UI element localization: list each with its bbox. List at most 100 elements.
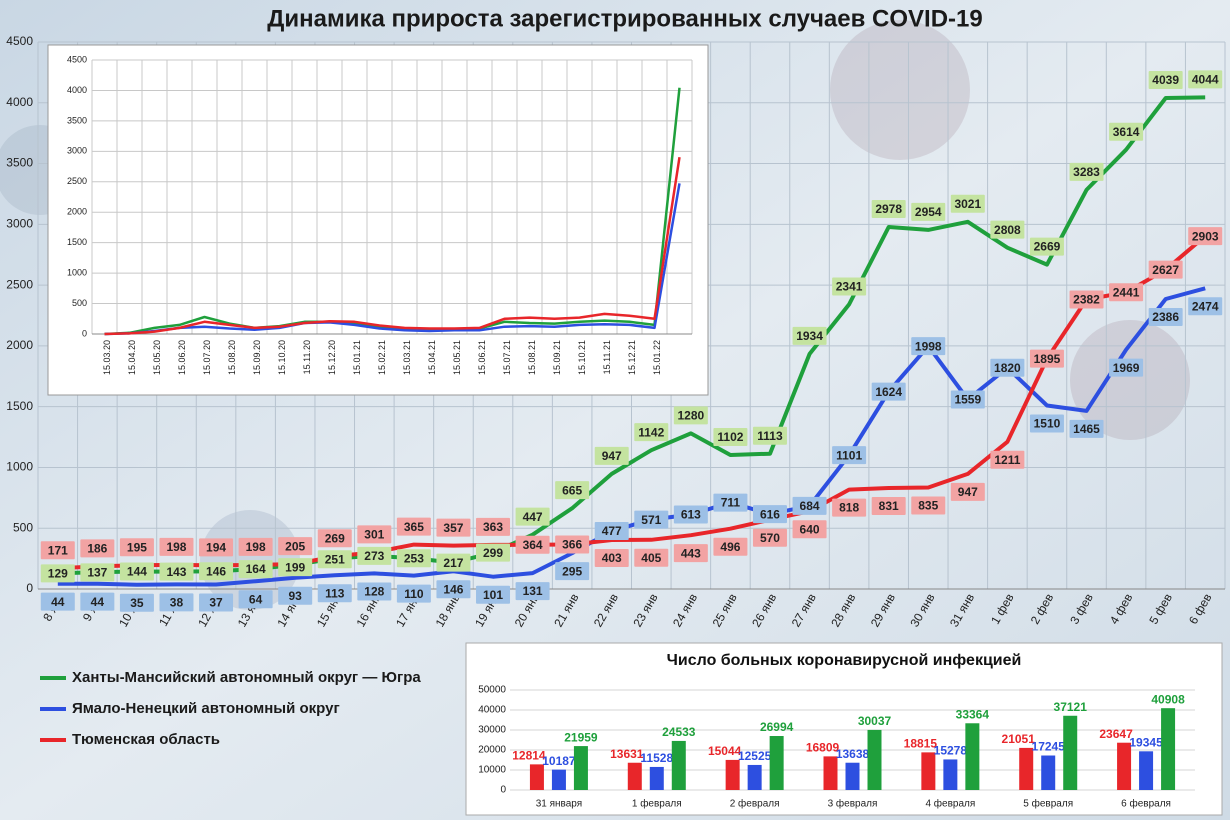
value-label: 2382 (1073, 293, 1100, 307)
bar (845, 762, 860, 790)
value-label-box (317, 529, 352, 548)
value-label: 363 (483, 520, 503, 534)
value-label-box (634, 548, 669, 567)
value-label-box (1148, 260, 1183, 279)
value-label-box (950, 390, 985, 409)
x-tick-label: 15.03.21 (402, 340, 412, 375)
value-label: 21051 (1002, 732, 1036, 746)
y-tick-label: 3500 (6, 156, 33, 170)
value-label: 364 (523, 538, 543, 552)
value-label-box (476, 543, 511, 562)
value-label: 12525 (738, 749, 772, 763)
value-label: 35 (130, 596, 144, 610)
value-label-box (1109, 358, 1144, 377)
value-label: 93 (289, 589, 303, 603)
x-tick-label: 15.03.20 (102, 340, 112, 375)
value-label: 640 (800, 522, 820, 536)
value-label-box (159, 537, 194, 556)
value-label-box (159, 593, 194, 612)
value-label: 496 (720, 540, 740, 554)
bar (725, 759, 740, 790)
value-label: 1510 (1034, 417, 1061, 431)
legend-label: Тюменская область (72, 731, 220, 748)
value-label: 4039 (1152, 73, 1179, 87)
y-tick-label: 2000 (67, 207, 87, 217)
value-label: 19345 (1129, 735, 1163, 749)
bar (1063, 715, 1078, 790)
value-label: 684 (800, 499, 820, 513)
value-label: 251 (325, 552, 345, 566)
value-label: 405 (641, 551, 661, 565)
value-label: 2474 (1192, 299, 1219, 313)
value-label-box (911, 202, 946, 221)
value-label: 273 (364, 549, 384, 563)
value-label-box (594, 549, 629, 568)
value-label-box (119, 562, 154, 581)
value-label-box (871, 496, 906, 515)
value-label-box (911, 496, 946, 515)
x-tick-label: 15.05.20 (152, 340, 162, 375)
value-label: 366 (562, 538, 582, 552)
series-line (104, 183, 681, 336)
value-label: 11528 (640, 751, 673, 765)
value-label: 2954 (915, 205, 942, 219)
value-label: 835 (918, 499, 938, 513)
y-tick-label: 2500 (6, 277, 33, 291)
value-label-box (1069, 290, 1104, 309)
y-tick-label: 500 (72, 298, 87, 308)
value-label-box (990, 358, 1025, 377)
value-label: 1280 (677, 409, 704, 423)
y-tick-label: 0 (26, 581, 33, 595)
value-label: 30037 (858, 714, 892, 728)
value-label: 1102 (717, 430, 743, 444)
x-tick-label: 2 февраля (730, 798, 780, 810)
value-label-box (832, 277, 867, 296)
x-tick-label: 15.04.20 (127, 340, 137, 375)
value-label-box (357, 525, 392, 544)
y-tick-label: 10000 (478, 765, 506, 776)
y-tick-label: 1500 (67, 237, 87, 247)
x-tick-label: 15.09.20 (252, 340, 262, 375)
value-label-box (673, 505, 708, 524)
x-tick-label: 15.10.21 (577, 340, 587, 375)
value-label-box (832, 498, 867, 517)
value-label: 194 (206, 541, 226, 555)
value-label-box (1188, 297, 1223, 316)
value-label: 101 (483, 588, 503, 602)
y-tick-label: 0 (500, 785, 506, 796)
value-label: 18815 (904, 737, 938, 751)
value-label-box (40, 564, 75, 583)
value-label-box (1148, 71, 1183, 90)
value-label-box (950, 194, 985, 213)
value-label-box (1069, 419, 1104, 438)
value-label: 171 (48, 543, 68, 557)
value-label: 295 (562, 564, 582, 578)
value-label: 1142 (638, 425, 664, 439)
value-label-box (476, 517, 511, 536)
value-label: 146 (443, 582, 463, 596)
value-label: 571 (641, 513, 661, 527)
value-label-box (199, 593, 234, 612)
value-label-box (713, 537, 748, 556)
value-label-box (436, 580, 471, 599)
value-label-box (436, 553, 471, 572)
value-label: 831 (879, 499, 899, 513)
value-label: 217 (443, 556, 463, 570)
value-label: 1101 (836, 448, 862, 462)
value-label-box (40, 592, 75, 611)
bar (965, 723, 980, 790)
value-label-box (80, 563, 115, 582)
x-tick-label: 15.05.21 (452, 340, 462, 375)
value-label: 13631 (610, 747, 644, 761)
value-label: 26994 (760, 720, 794, 734)
value-label-box (40, 541, 75, 560)
value-label-box (1069, 162, 1104, 181)
value-label-box (278, 586, 313, 605)
series-line (104, 157, 681, 336)
value-label-box (950, 482, 985, 501)
value-label: 64 (249, 592, 263, 606)
value-label-box (594, 446, 629, 465)
value-label-box (1029, 349, 1064, 368)
value-label: 253 (404, 551, 424, 565)
value-label-box (673, 544, 708, 563)
